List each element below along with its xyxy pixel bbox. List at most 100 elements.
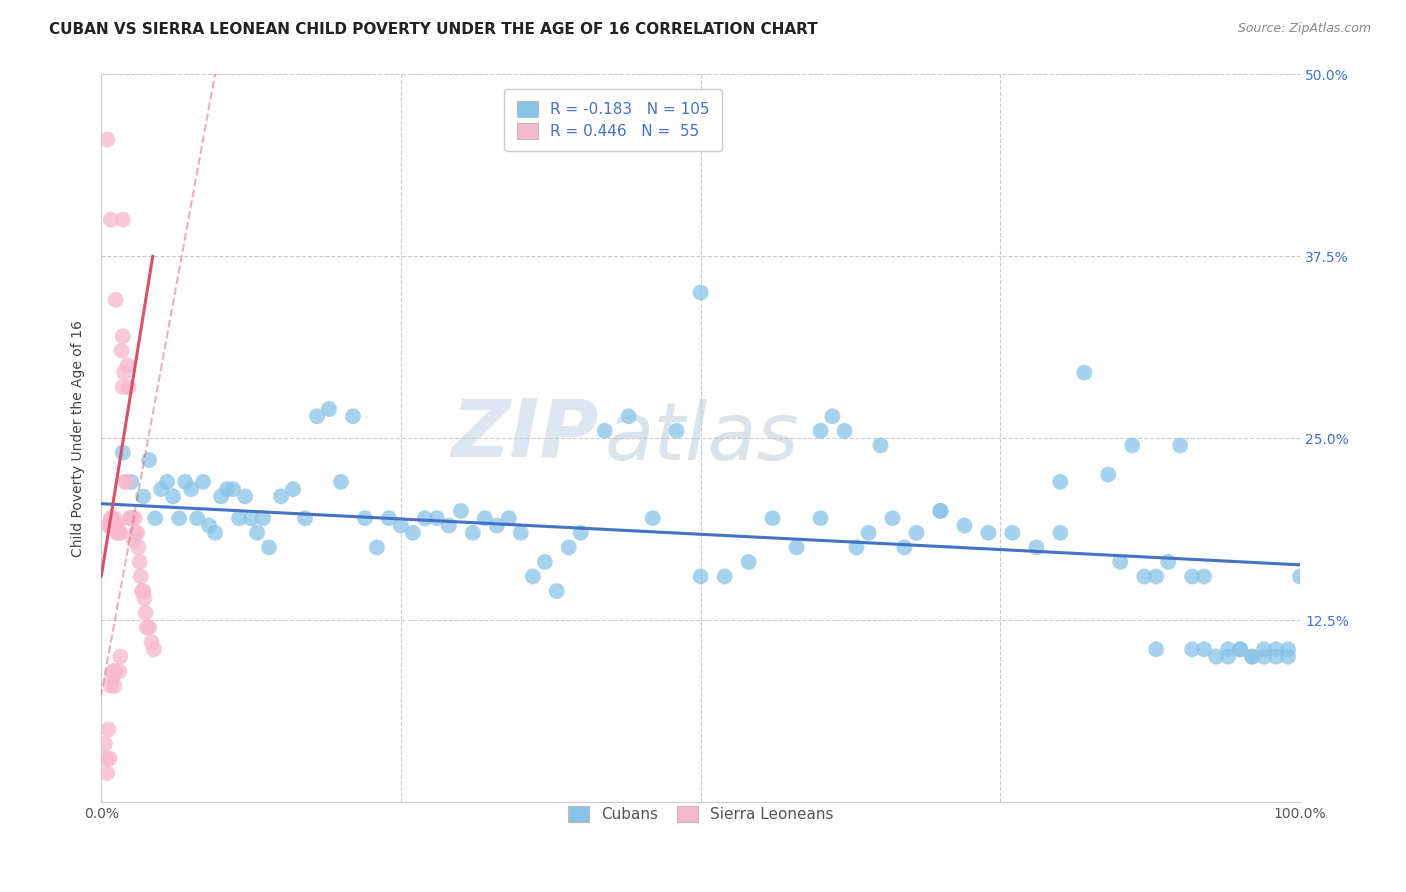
Point [96,132,118,146]
Point [198,518,221,533]
Point [132,490,155,504]
Point [240,511,263,525]
Point [318,402,340,417]
Point [209,490,232,504]
Point [98,518,121,533]
Point [689,569,711,583]
Point [558,541,581,555]
Point [125,525,148,540]
Point [437,518,460,533]
Point [156,475,179,489]
Point [174,475,197,489]
Point [228,511,250,525]
Point [135,606,157,620]
Point [354,511,377,525]
Point [110,525,132,540]
Point [167,511,190,525]
Point [737,555,759,569]
Point [98,751,121,765]
Point [108,664,131,678]
Point [217,482,239,496]
Point [905,525,928,540]
Point [111,212,134,227]
Point [450,504,472,518]
Point [112,366,135,380]
Point [1241,649,1264,664]
Point [143,511,166,525]
Point [110,649,132,664]
Point [124,511,146,525]
Point [104,664,127,678]
Point [858,525,880,540]
Point [378,511,401,525]
Point [132,584,155,599]
Point [509,525,531,540]
Point [810,424,832,438]
Point [1049,475,1071,489]
Point [96,766,118,780]
Point [389,518,412,533]
Point [1277,642,1299,657]
Point [101,511,124,525]
Point [1277,649,1299,664]
Y-axis label: Child Poverty Under the Age of 16: Child Poverty Under the Age of 16 [72,319,86,557]
Point [1253,642,1275,657]
Point [1229,642,1251,657]
Point [893,541,915,555]
Point [1181,569,1204,583]
Point [246,525,269,540]
Point [103,518,125,533]
Point [111,446,134,460]
Point [191,475,214,489]
Point [118,511,141,525]
Point [342,409,364,424]
Point [713,569,735,583]
Point [204,525,226,540]
Point [108,525,131,540]
Point [100,212,122,227]
Point [786,541,808,555]
Point [120,511,142,525]
Point [138,620,160,634]
Point [1265,642,1288,657]
Point [115,475,138,489]
Point [103,679,125,693]
Point [641,511,664,525]
Point [1144,569,1167,583]
Point [105,525,128,540]
Point [281,482,304,496]
Point [122,533,145,547]
Point [1205,649,1227,664]
Point [103,664,125,678]
Legend: Cubans, Sierra Leoneans: Cubans, Sierra Leoneans [555,794,846,835]
Point [413,511,436,525]
Point [1133,569,1156,583]
Point [929,504,952,518]
Point [100,511,122,525]
Point [127,541,149,555]
Point [1157,555,1180,569]
Point [1168,438,1191,452]
Text: CUBAN VS SIERRA LEONEAN CHILD POVERTY UNDER THE AGE OF 16 CORRELATION CHART: CUBAN VS SIERRA LEONEAN CHILD POVERTY UN… [49,22,818,37]
Point [103,511,125,525]
Point [330,475,353,489]
Point [1229,642,1251,657]
Point [128,555,150,569]
Point [426,511,449,525]
Point [485,518,508,533]
Point [1001,525,1024,540]
Point [761,511,783,525]
Point [1241,649,1264,664]
Point [111,329,134,343]
Point [1109,555,1132,569]
Point [977,525,1000,540]
Point [1025,541,1047,555]
Text: Source: ZipAtlas.com: Source: ZipAtlas.com [1237,22,1371,36]
Point [834,424,856,438]
Point [104,518,127,533]
Point [1073,366,1095,380]
Point [252,511,274,525]
Point [134,591,156,606]
Point [498,511,520,525]
Point [845,541,868,555]
